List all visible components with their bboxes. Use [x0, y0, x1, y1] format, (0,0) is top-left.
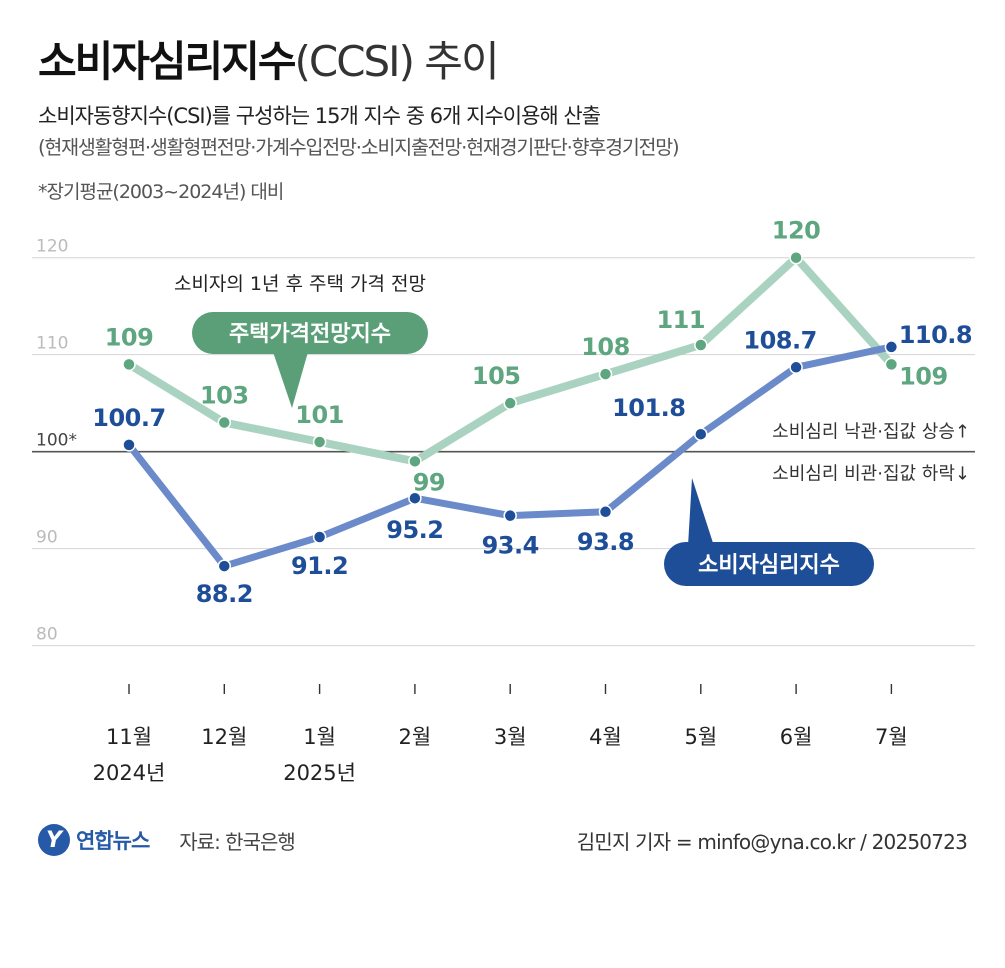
yonhap-logo-icon: Y	[38, 824, 70, 856]
title-main: 소비자심리지수	[38, 37, 296, 86]
x-tick-label: 2월	[399, 725, 432, 749]
data-point	[503, 508, 517, 523]
data-point	[122, 438, 136, 452]
data-label: 110.8	[899, 321, 972, 349]
title-paren: (CCSI) 추이	[294, 37, 499, 86]
data-point	[694, 338, 708, 352]
data-label: 93.8	[577, 528, 634, 556]
data-label: 95.2	[386, 516, 443, 544]
data-point	[884, 357, 899, 372]
housing-callout-box	[192, 312, 428, 354]
y-tick-label: 120	[36, 237, 68, 257]
data-label: 101.8	[612, 394, 685, 422]
chart-components: (현재생활형편·생활형편전망·가계수입전망·소비지출전망·현재경기판단·향후경기…	[38, 136, 680, 159]
data-label: 120	[772, 217, 821, 245]
data-point	[789, 250, 803, 265]
reference-label-below: 소비심리 비관·집값 하락↓	[772, 464, 970, 485]
data-label: 111	[656, 306, 705, 334]
ccsi-callout-box	[664, 542, 874, 586]
y-tick-label: 90	[36, 528, 58, 548]
ccsi-callout-pointer	[688, 478, 714, 546]
data-label: 109	[899, 362, 948, 390]
data-point	[884, 340, 899, 354]
data-point	[598, 505, 613, 519]
data-point	[217, 415, 232, 430]
y-tick-label: 80	[36, 625, 58, 645]
y-tick-label: 110	[36, 334, 68, 354]
data-point	[694, 427, 708, 441]
chart-subtitle: 소비자동향지수(CSI)를 구성하는 15개 지수 중 6개 지수이용해 산출	[38, 104, 601, 128]
source-label: 자료: 한국은행	[179, 829, 295, 854]
y-tick-label: 100*	[36, 431, 77, 451]
chart-note: *장기평균(2003~2024년) 대비	[38, 181, 284, 203]
ccsi-callout-label: 소비자심리지수	[698, 553, 840, 578]
data-label: 103	[200, 382, 249, 410]
data-point	[408, 454, 422, 469]
chart-title: 소비자심리지수(CCSI) 추이	[38, 28, 500, 89]
reference-label-above: 소비심리 낙관·집값 상승↑	[772, 422, 970, 443]
housing-callout-pointer	[273, 352, 308, 408]
x-tick-label: 6월	[780, 725, 813, 749]
data-point	[312, 530, 327, 544]
data-label: 101	[295, 401, 344, 429]
data-point	[312, 435, 327, 449]
x-year-label: 2024년	[93, 761, 166, 785]
data-point	[217, 559, 232, 573]
x-tick-label: 4월	[589, 725, 622, 749]
housing-callout-label: 주택가격전망지수	[229, 322, 391, 347]
data-label: 108.7	[743, 326, 816, 354]
data-label: 88.2	[196, 580, 253, 608]
x-tick-label: 12월	[201, 725, 247, 749]
logo-text: 연합뉴스	[76, 829, 150, 853]
x-tick-label: 1월	[303, 725, 336, 749]
data-label: 108	[581, 333, 630, 361]
footer-branding: Y 연합뉴스 자료: 한국은행	[38, 820, 296, 860]
data-point	[408, 491, 422, 505]
data-label: 109	[105, 323, 154, 351]
x-tick-label: 7월	[875, 725, 908, 749]
x-tick-label: 11월	[106, 725, 152, 749]
data-point	[789, 360, 803, 375]
data-label: 99	[413, 468, 445, 496]
data-label: 105	[472, 362, 521, 390]
data-point	[122, 357, 136, 372]
x-year-label: 2025년	[283, 761, 356, 785]
data-label: 91.2	[291, 552, 348, 580]
data-point	[503, 396, 517, 410]
data-point	[598, 367, 613, 381]
credit-label: 김민지 기자 = minfo@yna.co.kr / 20250723	[576, 830, 968, 854]
housing-description: 소비자의 1년 후 주택 가격 전망	[174, 273, 426, 295]
data-label: 100.7	[92, 404, 165, 432]
x-tick-label: 3월	[494, 725, 527, 749]
x-tick-label: 5월	[684, 725, 717, 749]
data-label: 93.4	[482, 532, 539, 560]
